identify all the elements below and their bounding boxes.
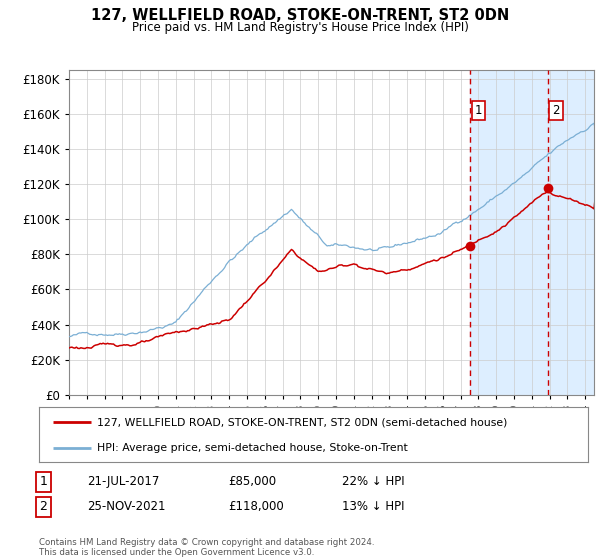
Text: HPI: Average price, semi-detached house, Stoke-on-Trent: HPI: Average price, semi-detached house,… <box>97 444 407 453</box>
Text: £85,000: £85,000 <box>228 475 276 488</box>
Text: 22% ↓ HPI: 22% ↓ HPI <box>342 475 404 488</box>
Text: 2: 2 <box>552 104 560 117</box>
Text: 21-JUL-2017: 21-JUL-2017 <box>87 475 160 488</box>
Text: 127, WELLFIELD ROAD, STOKE-ON-TRENT, ST2 0DN: 127, WELLFIELD ROAD, STOKE-ON-TRENT, ST2… <box>91 8 509 24</box>
Text: 1: 1 <box>475 104 482 117</box>
Text: £118,000: £118,000 <box>228 500 284 514</box>
Text: Contains HM Land Registry data © Crown copyright and database right 2024.
This d: Contains HM Land Registry data © Crown c… <box>39 538 374 557</box>
Text: 25-NOV-2021: 25-NOV-2021 <box>87 500 166 514</box>
Text: 1: 1 <box>39 475 47 488</box>
Bar <box>470 70 594 395</box>
Text: 13% ↓ HPI: 13% ↓ HPI <box>342 500 404 514</box>
Text: 2: 2 <box>39 500 47 514</box>
Text: Price paid vs. HM Land Registry's House Price Index (HPI): Price paid vs. HM Land Registry's House … <box>131 21 469 34</box>
Text: 127, WELLFIELD ROAD, STOKE-ON-TRENT, ST2 0DN (semi-detached house): 127, WELLFIELD ROAD, STOKE-ON-TRENT, ST2… <box>97 418 507 427</box>
